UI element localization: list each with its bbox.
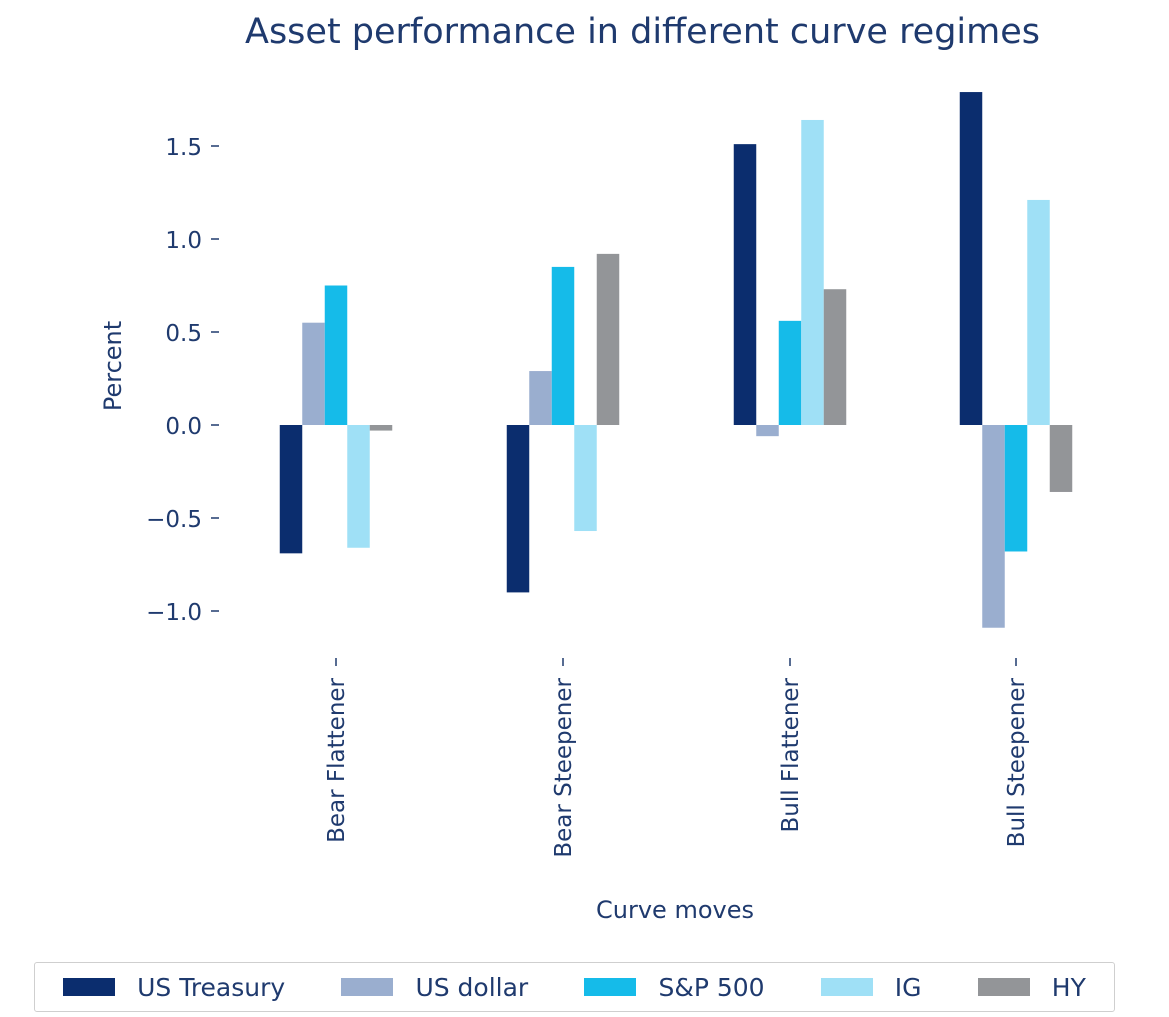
bar-s-p-500-bear-flattener bbox=[324, 285, 348, 425]
bar-s-p-500-bear-steepener bbox=[551, 266, 575, 425]
bar-s-p-500-bull-flattener bbox=[778, 320, 802, 425]
y-tick-label: 1.0 bbox=[165, 228, 202, 254]
bar-s-p-500-bull-steepener bbox=[1004, 425, 1028, 552]
legend: US Treasury US dollar S&P 500 IG HY bbox=[34, 962, 1115, 1012]
x-tick-label: Bear Flattener bbox=[324, 677, 350, 842]
legend-swatch bbox=[584, 978, 637, 996]
bar-hy-bear-flattener bbox=[369, 425, 393, 431]
legend-label: US dollar bbox=[415, 972, 529, 1002]
legend-item: S&P 500 bbox=[584, 972, 765, 1002]
bar-us-dollar-bull-flattener bbox=[756, 425, 779, 437]
legend-swatch bbox=[341, 978, 394, 996]
bar-ig-bear-flattener bbox=[347, 425, 370, 548]
legend-item: US dollar bbox=[341, 973, 528, 1002]
legend-label: US Treasury bbox=[137, 972, 286, 1002]
chart-title: Asset performance in different curve reg… bbox=[245, 12, 1041, 52]
y-tick-label: 0.5 bbox=[165, 321, 202, 347]
x-tick-label: Bull Flattener bbox=[778, 677, 804, 832]
x-axis-label: Curve moves bbox=[596, 896, 754, 924]
bar-ig-bear-steepener bbox=[574, 425, 597, 532]
bars-group bbox=[279, 92, 1073, 628]
y-tick-label: −0.5 bbox=[146, 507, 202, 533]
legend-label: IG bbox=[894, 972, 922, 1002]
bar-us-dollar-bear-flattener bbox=[302, 322, 325, 425]
bar-us-treasury-bear-steepener bbox=[506, 425, 530, 593]
bar-us-treasury-bull-flattener bbox=[733, 144, 757, 425]
bar-us-treasury-bear-flattener bbox=[279, 425, 303, 554]
legend-label: S&P 500 bbox=[658, 972, 765, 1002]
bar-us-dollar-bull-steepener bbox=[982, 425, 1005, 628]
y-tick-label: 1.5 bbox=[165, 135, 202, 161]
bar-hy-bull-steepener bbox=[1049, 425, 1073, 492]
x-axis: Bear Flattener Bear Steepener Bull Flatten… bbox=[324, 658, 1030, 858]
legend-item: IG bbox=[820, 972, 922, 1002]
legend-label: HY bbox=[1051, 972, 1086, 1002]
bar-ig-bull-flattener bbox=[801, 119, 824, 426]
y-axis: 1.5 1.0 0.5 0.0 −0.5 −1.0 bbox=[146, 135, 219, 626]
bar-us-treasury-bull-steepener bbox=[959, 92, 983, 425]
legend-swatch bbox=[63, 978, 116, 996]
bar-chart: 1.51.00.50.0−0.5−1.0 Bear Flattener Bear … bbox=[99, 92, 1073, 924]
bar-hy-bear-steepener bbox=[596, 253, 620, 425]
legend-item: US Treasury bbox=[63, 973, 285, 1002]
bar-hy-bull-flattener bbox=[823, 289, 847, 425]
y-axis-label: Percent bbox=[99, 321, 127, 411]
legend-item: HY bbox=[977, 972, 1086, 1002]
x-tick-label: Bull Steepener bbox=[1004, 677, 1030, 847]
y-tick-label: 0.0 bbox=[165, 414, 202, 440]
bar-us-dollar-bear-steepener bbox=[529, 371, 552, 425]
legend-swatch bbox=[820, 978, 873, 996]
x-tick-label: Bear Steepener bbox=[551, 677, 577, 857]
bar-ig-bull-steepener bbox=[1027, 199, 1050, 425]
legend-swatch bbox=[977, 978, 1030, 996]
y-tick-label: −1.0 bbox=[146, 600, 202, 626]
